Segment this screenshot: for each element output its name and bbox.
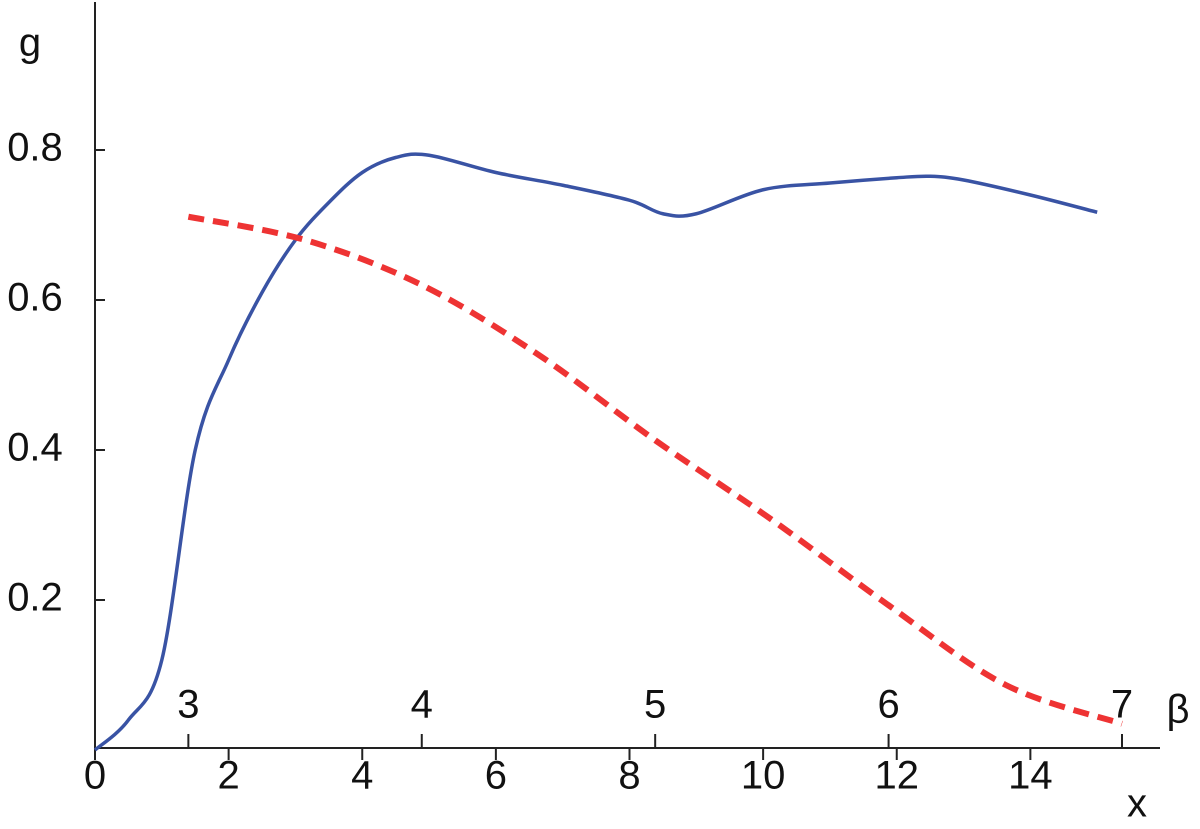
x-tick-label: 8 <box>618 754 640 798</box>
x2-tick-label: 4 <box>411 683 433 727</box>
line-series <box>93 152 1098 752</box>
x-axis-label: x <box>1127 782 1147 826</box>
x2-tick-label: 5 <box>644 683 666 727</box>
x2-axis-label: β <box>1166 688 1189 732</box>
x-tick-label: 2 <box>218 754 240 798</box>
y-tick-label: 0.6 <box>7 276 63 320</box>
x-tick-label: 6 <box>485 754 507 798</box>
y-tick-label: 0.8 <box>7 126 63 170</box>
x2-tick-label: 7 <box>1111 683 1133 727</box>
x-tick-label: 0 <box>84 754 106 798</box>
x-tick-label: 12 <box>875 754 920 798</box>
x-tick-label: 10 <box>741 754 786 798</box>
x2-tick-label: 6 <box>877 683 899 727</box>
x2-tick-label: 3 <box>177 683 199 727</box>
y-tick-label: 0.2 <box>7 576 63 620</box>
x-tick-label: 4 <box>351 754 373 798</box>
y-tick-label: 0.4 <box>7 426 63 470</box>
x-tick-label: 14 <box>1008 754 1053 798</box>
line-series <box>187 213 1123 727</box>
y-axis-label: g <box>19 21 41 65</box>
